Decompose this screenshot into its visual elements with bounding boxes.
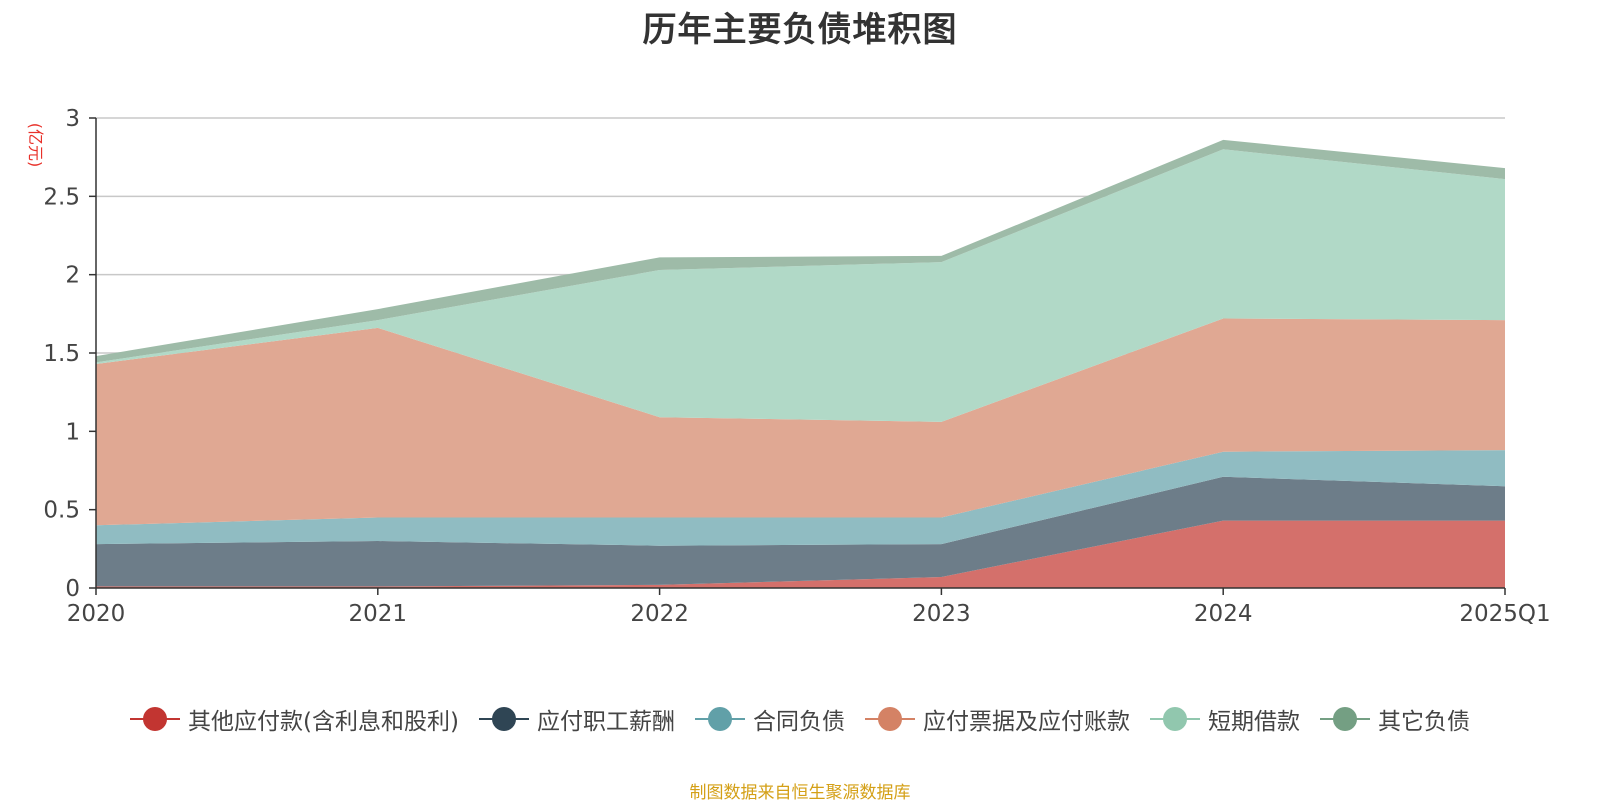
area-series-2 [96, 450, 1505, 546]
legend-label: 合同负债 [752, 709, 845, 735]
area-series-1 [96, 476, 1505, 587]
area-series-3 [96, 318, 1505, 526]
x-tick-label: 2020 [67, 601, 126, 627]
legend-marker-icon [694, 706, 745, 732]
area-series-0 [96, 520, 1505, 588]
y-tick-label: 1.5 [43, 341, 80, 367]
legend-label: 应付票据及应付账款 [922, 709, 1130, 735]
x-tick-label: 2025Q1 [1459, 601, 1550, 627]
y-tick-label: 2.5 [43, 184, 80, 210]
legend-marker-icon [1319, 706, 1370, 732]
x-tick-label: 2021 [349, 601, 408, 627]
legend-marker-icon [478, 706, 529, 732]
legend-item[interactable]: 应付票据及应付账款 [864, 702, 1130, 736]
area-series-5 [96, 139, 1505, 363]
y-tick-label: 2 [65, 263, 80, 289]
legend-item[interactable]: 其它负债 [1319, 702, 1470, 736]
axes: 0 0.5 1 1.5 2 2.5 3 2020 2021 2022 2023 2024 2025Q1 [43, 106, 1550, 627]
legend-label: 短期借款 [1207, 709, 1300, 735]
x-tick-label: 2023 [912, 601, 971, 627]
legend-item[interactable]: 短期借款 [1149, 702, 1300, 736]
legend-label: 其他应付款(含利息和股利) [188, 709, 459, 735]
area-series [96, 139, 1505, 588]
y-tick-label: 0.5 [43, 498, 80, 524]
x-tick-label: 2022 [630, 601, 689, 627]
legend-marker-icon [130, 706, 181, 732]
legend-label: 应付职工薪酬 [536, 709, 675, 735]
y-tick-label: 0 [65, 576, 80, 602]
y-tick-label: 3 [65, 106, 80, 132]
y-tick-label: 1 [65, 419, 80, 445]
source-note: 制图数据来自恒生聚源数据库 [689, 783, 911, 803]
x-tick-label: 2024 [1194, 601, 1253, 627]
legend-label: 其它负债 [1377, 709, 1470, 735]
legend-marker-icon [1149, 706, 1200, 732]
legend-item[interactable]: 其他应付款(含利息和股利) [130, 702, 459, 736]
chart-title: 历年主要负债堆积图 [642, 10, 958, 50]
legend-item[interactable]: 应付职工薪酬 [478, 702, 675, 736]
legend: 其他应付款(含利息和股利) 应付职工薪酬 合同负债 应付票据及应付账款 短期借款 其它负债 [0, 702, 1600, 736]
area-series-4 [96, 149, 1505, 422]
legend-item[interactable]: 合同负债 [694, 702, 845, 736]
legend-marker-icon [864, 706, 915, 732]
